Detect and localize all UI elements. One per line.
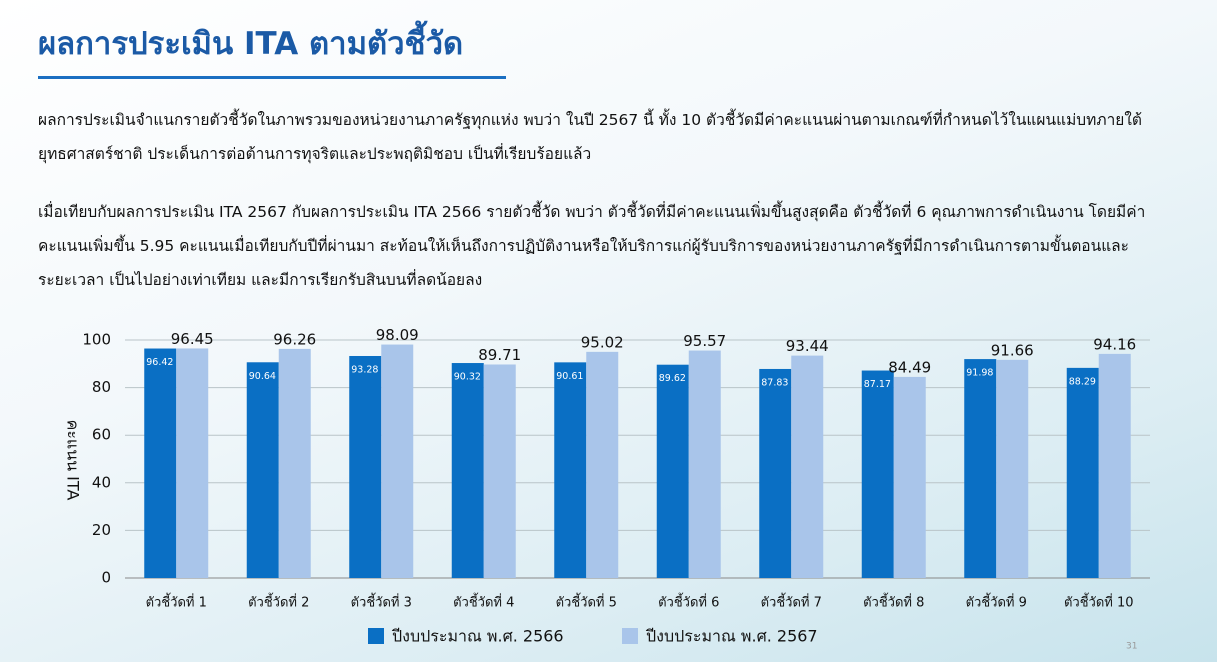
title-rule xyxy=(38,76,506,79)
x-tick-label: ตัวชี้วัดที่ 9 xyxy=(966,593,1027,611)
bar xyxy=(1098,353,1131,578)
data-label: 96.45 xyxy=(171,330,214,348)
legend-swatch xyxy=(368,628,384,644)
page-number: 31 xyxy=(1126,642,1137,652)
y-tick-label: 80 xyxy=(92,378,111,396)
y-axis-label: คะแนน ITA xyxy=(64,420,83,501)
bar xyxy=(791,355,824,578)
x-tick-label: ตัวชี้วัดที่ 2 xyxy=(248,593,309,611)
bar xyxy=(278,348,311,578)
bar xyxy=(586,351,619,578)
data-label: 89.62 xyxy=(659,373,686,384)
bar xyxy=(861,370,894,578)
data-label: 91.66 xyxy=(991,341,1034,359)
data-label: 96.42 xyxy=(146,357,173,368)
y-tick-label: 100 xyxy=(82,331,111,349)
data-label: 98.09 xyxy=(376,326,419,344)
data-label: 91.98 xyxy=(966,368,993,379)
paragraph: ผลการประเมินจำแนกรายตัวชี้วัดในภาพรวมของ… xyxy=(38,111,1142,163)
data-label: 88.29 xyxy=(1069,376,1096,387)
bar xyxy=(349,355,382,578)
bar xyxy=(144,348,177,578)
y-tick-label: 40 xyxy=(92,473,111,491)
bar xyxy=(176,348,209,578)
bar xyxy=(483,364,516,578)
bar xyxy=(554,362,587,578)
bar xyxy=(688,350,721,578)
x-tick-label: ตัวชี้วัดที่ 6 xyxy=(658,593,719,611)
bar xyxy=(964,359,997,578)
bar xyxy=(246,362,279,578)
data-label: 95.02 xyxy=(581,333,624,351)
data-label: 93.44 xyxy=(786,337,829,355)
bar xyxy=(996,359,1029,578)
data-label: 90.32 xyxy=(454,372,481,383)
slide-title: ผลการประเมิน ITA ตามตัวชี้วัด xyxy=(38,26,464,62)
data-label: 93.28 xyxy=(351,364,378,375)
x-tick-label: ตัวชี้วัดที่ 5 xyxy=(556,593,617,611)
bar xyxy=(451,363,484,578)
data-label: 96.26 xyxy=(273,330,316,348)
bar xyxy=(893,376,926,578)
bar xyxy=(381,344,414,578)
data-label: 84.49 xyxy=(888,358,931,376)
data-label: 89.71 xyxy=(478,346,521,364)
bar xyxy=(759,368,792,578)
paragraph: เมื่อเทียบกับผลการประเมิน ITA 2567 กับผล… xyxy=(38,203,1146,289)
data-label: 90.61 xyxy=(556,371,583,382)
legend-label: ปีงบประมาณ พ.ศ. 2566 xyxy=(392,627,564,646)
legend-label: ปีงบประมาณ พ.ศ. 2567 xyxy=(646,627,818,646)
x-tick-label: ตัวชี้วัดที่ 1 xyxy=(146,593,207,611)
data-label: 95.57 xyxy=(683,332,726,350)
x-tick-label: ตัวชี้วัดที่ 3 xyxy=(351,593,412,611)
data-label: 94.16 xyxy=(1093,335,1136,353)
data-label: 87.83 xyxy=(761,377,788,388)
x-tick-label: ตัวชี้วัดที่ 4 xyxy=(453,593,514,611)
x-tick-label: ตัวชี้วัดที่ 8 xyxy=(863,593,924,611)
y-tick-label: 60 xyxy=(92,426,111,444)
bar xyxy=(656,364,689,578)
y-tick-label: 0 xyxy=(101,569,111,587)
bar xyxy=(1066,367,1099,578)
y-tick-label: 20 xyxy=(92,521,111,539)
legend-swatch xyxy=(622,628,638,644)
data-label: 90.64 xyxy=(249,371,276,382)
x-tick-label: ตัวชี้วัดที่ 10 xyxy=(1064,593,1134,611)
x-tick-label: ตัวชี้วัดที่ 7 xyxy=(761,593,822,611)
data-label: 87.17 xyxy=(864,379,891,390)
